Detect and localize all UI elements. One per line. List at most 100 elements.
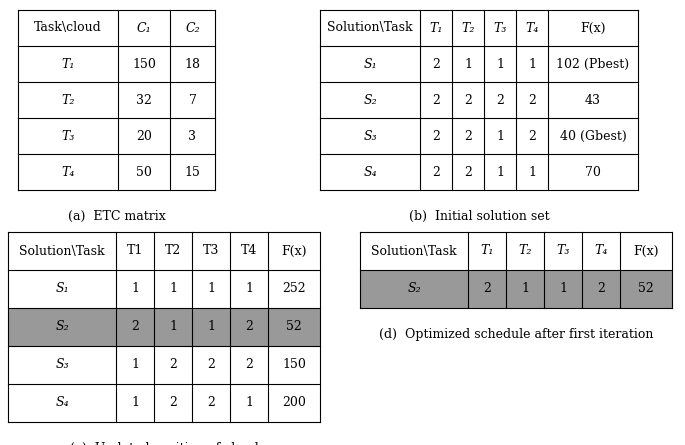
- Text: 50: 50: [136, 166, 152, 178]
- Bar: [452, 118, 484, 154]
- Bar: [116, 308, 154, 346]
- Text: T₄: T₄: [62, 166, 75, 178]
- Text: F(x): F(x): [282, 244, 307, 258]
- Bar: [118, 118, 170, 154]
- Text: 2: 2: [169, 359, 177, 372]
- Text: Task\cloud: Task\cloud: [34, 21, 102, 35]
- Bar: [452, 10, 484, 46]
- Text: 1: 1: [464, 57, 472, 70]
- Bar: [506, 232, 544, 270]
- Bar: [268, 232, 320, 270]
- Text: 1: 1: [245, 396, 253, 409]
- Text: 1: 1: [496, 166, 504, 178]
- Text: 70: 70: [585, 166, 601, 178]
- Text: (b)  Initial solution set: (b) Initial solution set: [409, 210, 549, 223]
- Bar: [230, 384, 268, 422]
- Text: 15: 15: [184, 166, 201, 178]
- Text: 18: 18: [184, 57, 201, 70]
- Text: 40 (Gbest): 40 (Gbest): [560, 129, 626, 142]
- Bar: [548, 46, 638, 82]
- Text: 2: 2: [245, 320, 253, 333]
- Bar: [8, 384, 116, 422]
- Bar: [360, 232, 468, 270]
- Text: 2: 2: [432, 57, 440, 70]
- Bar: [548, 10, 638, 46]
- Bar: [8, 270, 116, 308]
- Bar: [582, 232, 620, 270]
- Bar: [420, 118, 452, 154]
- Bar: [170, 10, 215, 46]
- Text: T₄: T₄: [595, 244, 608, 258]
- Bar: [452, 154, 484, 190]
- Text: 1: 1: [169, 283, 177, 295]
- Text: 102 (Pbest): 102 (Pbest): [556, 57, 630, 70]
- Text: T₁: T₁: [480, 244, 494, 258]
- Text: 2: 2: [207, 359, 215, 372]
- Bar: [116, 270, 154, 308]
- Bar: [516, 82, 548, 118]
- Text: T1: T1: [127, 244, 143, 258]
- Bar: [420, 82, 452, 118]
- Bar: [118, 46, 170, 82]
- Text: 2: 2: [597, 283, 605, 295]
- Text: 2: 2: [432, 166, 440, 178]
- Bar: [268, 346, 320, 384]
- Text: 1: 1: [207, 320, 215, 333]
- Text: 1: 1: [131, 283, 139, 295]
- Bar: [484, 118, 516, 154]
- Bar: [268, 270, 320, 308]
- Bar: [118, 82, 170, 118]
- Bar: [544, 232, 582, 270]
- Bar: [192, 232, 230, 270]
- Bar: [484, 10, 516, 46]
- Bar: [8, 308, 116, 346]
- Text: 1: 1: [496, 129, 504, 142]
- Text: Solution\Task: Solution\Task: [327, 21, 413, 35]
- Bar: [192, 346, 230, 384]
- Text: 1: 1: [245, 283, 253, 295]
- Bar: [452, 46, 484, 82]
- Bar: [154, 308, 192, 346]
- Text: 150: 150: [282, 359, 306, 372]
- Text: 1: 1: [528, 57, 536, 70]
- Text: 2: 2: [464, 166, 472, 178]
- Text: (c)  Updated position of cloud: (c) Updated position of cloud: [70, 442, 258, 445]
- Text: 2: 2: [432, 93, 440, 106]
- Bar: [320, 118, 420, 154]
- Text: T₄: T₄: [525, 21, 538, 35]
- Bar: [420, 10, 452, 46]
- Bar: [230, 346, 268, 384]
- Bar: [506, 270, 544, 308]
- Text: Solution\Task: Solution\Task: [371, 244, 457, 258]
- Bar: [516, 118, 548, 154]
- Bar: [116, 232, 154, 270]
- Text: 1: 1: [521, 283, 529, 295]
- Bar: [516, 46, 548, 82]
- Bar: [18, 82, 118, 118]
- Bar: [230, 232, 268, 270]
- Text: T₃: T₃: [62, 129, 75, 142]
- Text: S₄: S₄: [363, 166, 377, 178]
- Bar: [170, 82, 215, 118]
- Bar: [620, 232, 672, 270]
- Text: 32: 32: [136, 93, 152, 106]
- Text: T₂: T₂: [62, 93, 75, 106]
- Bar: [230, 270, 268, 308]
- Bar: [8, 346, 116, 384]
- Text: 1: 1: [207, 283, 215, 295]
- Bar: [548, 118, 638, 154]
- Text: 2: 2: [496, 93, 504, 106]
- Text: 2: 2: [483, 283, 491, 295]
- Bar: [420, 46, 452, 82]
- Bar: [192, 308, 230, 346]
- Bar: [320, 46, 420, 82]
- Bar: [18, 46, 118, 82]
- Bar: [192, 270, 230, 308]
- Text: 2: 2: [245, 359, 253, 372]
- Text: C₁: C₁: [137, 21, 151, 35]
- Text: S₃: S₃: [363, 129, 377, 142]
- Bar: [8, 232, 116, 270]
- Bar: [620, 270, 672, 308]
- Text: 150: 150: [132, 57, 156, 70]
- Text: 2: 2: [528, 129, 536, 142]
